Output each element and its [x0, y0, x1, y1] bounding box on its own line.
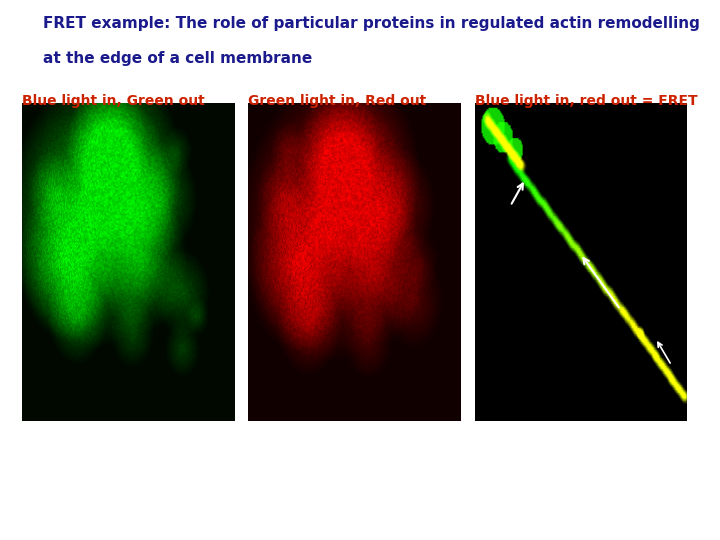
Text: at the edge of a cell membrane: at the edge of a cell membrane: [43, 51, 312, 66]
Text: Green light in, Red out: Green light in, Red out: [248, 94, 427, 109]
Text: Blue light in, Green out: Blue light in, Green out: [22, 94, 204, 109]
Text: Blue light in, red out = FRET: Blue light in, red out = FRET: [475, 94, 698, 109]
Text: FRET example: The role of particular proteins in regulated actin remodelling: FRET example: The role of particular pro…: [43, 16, 700, 31]
